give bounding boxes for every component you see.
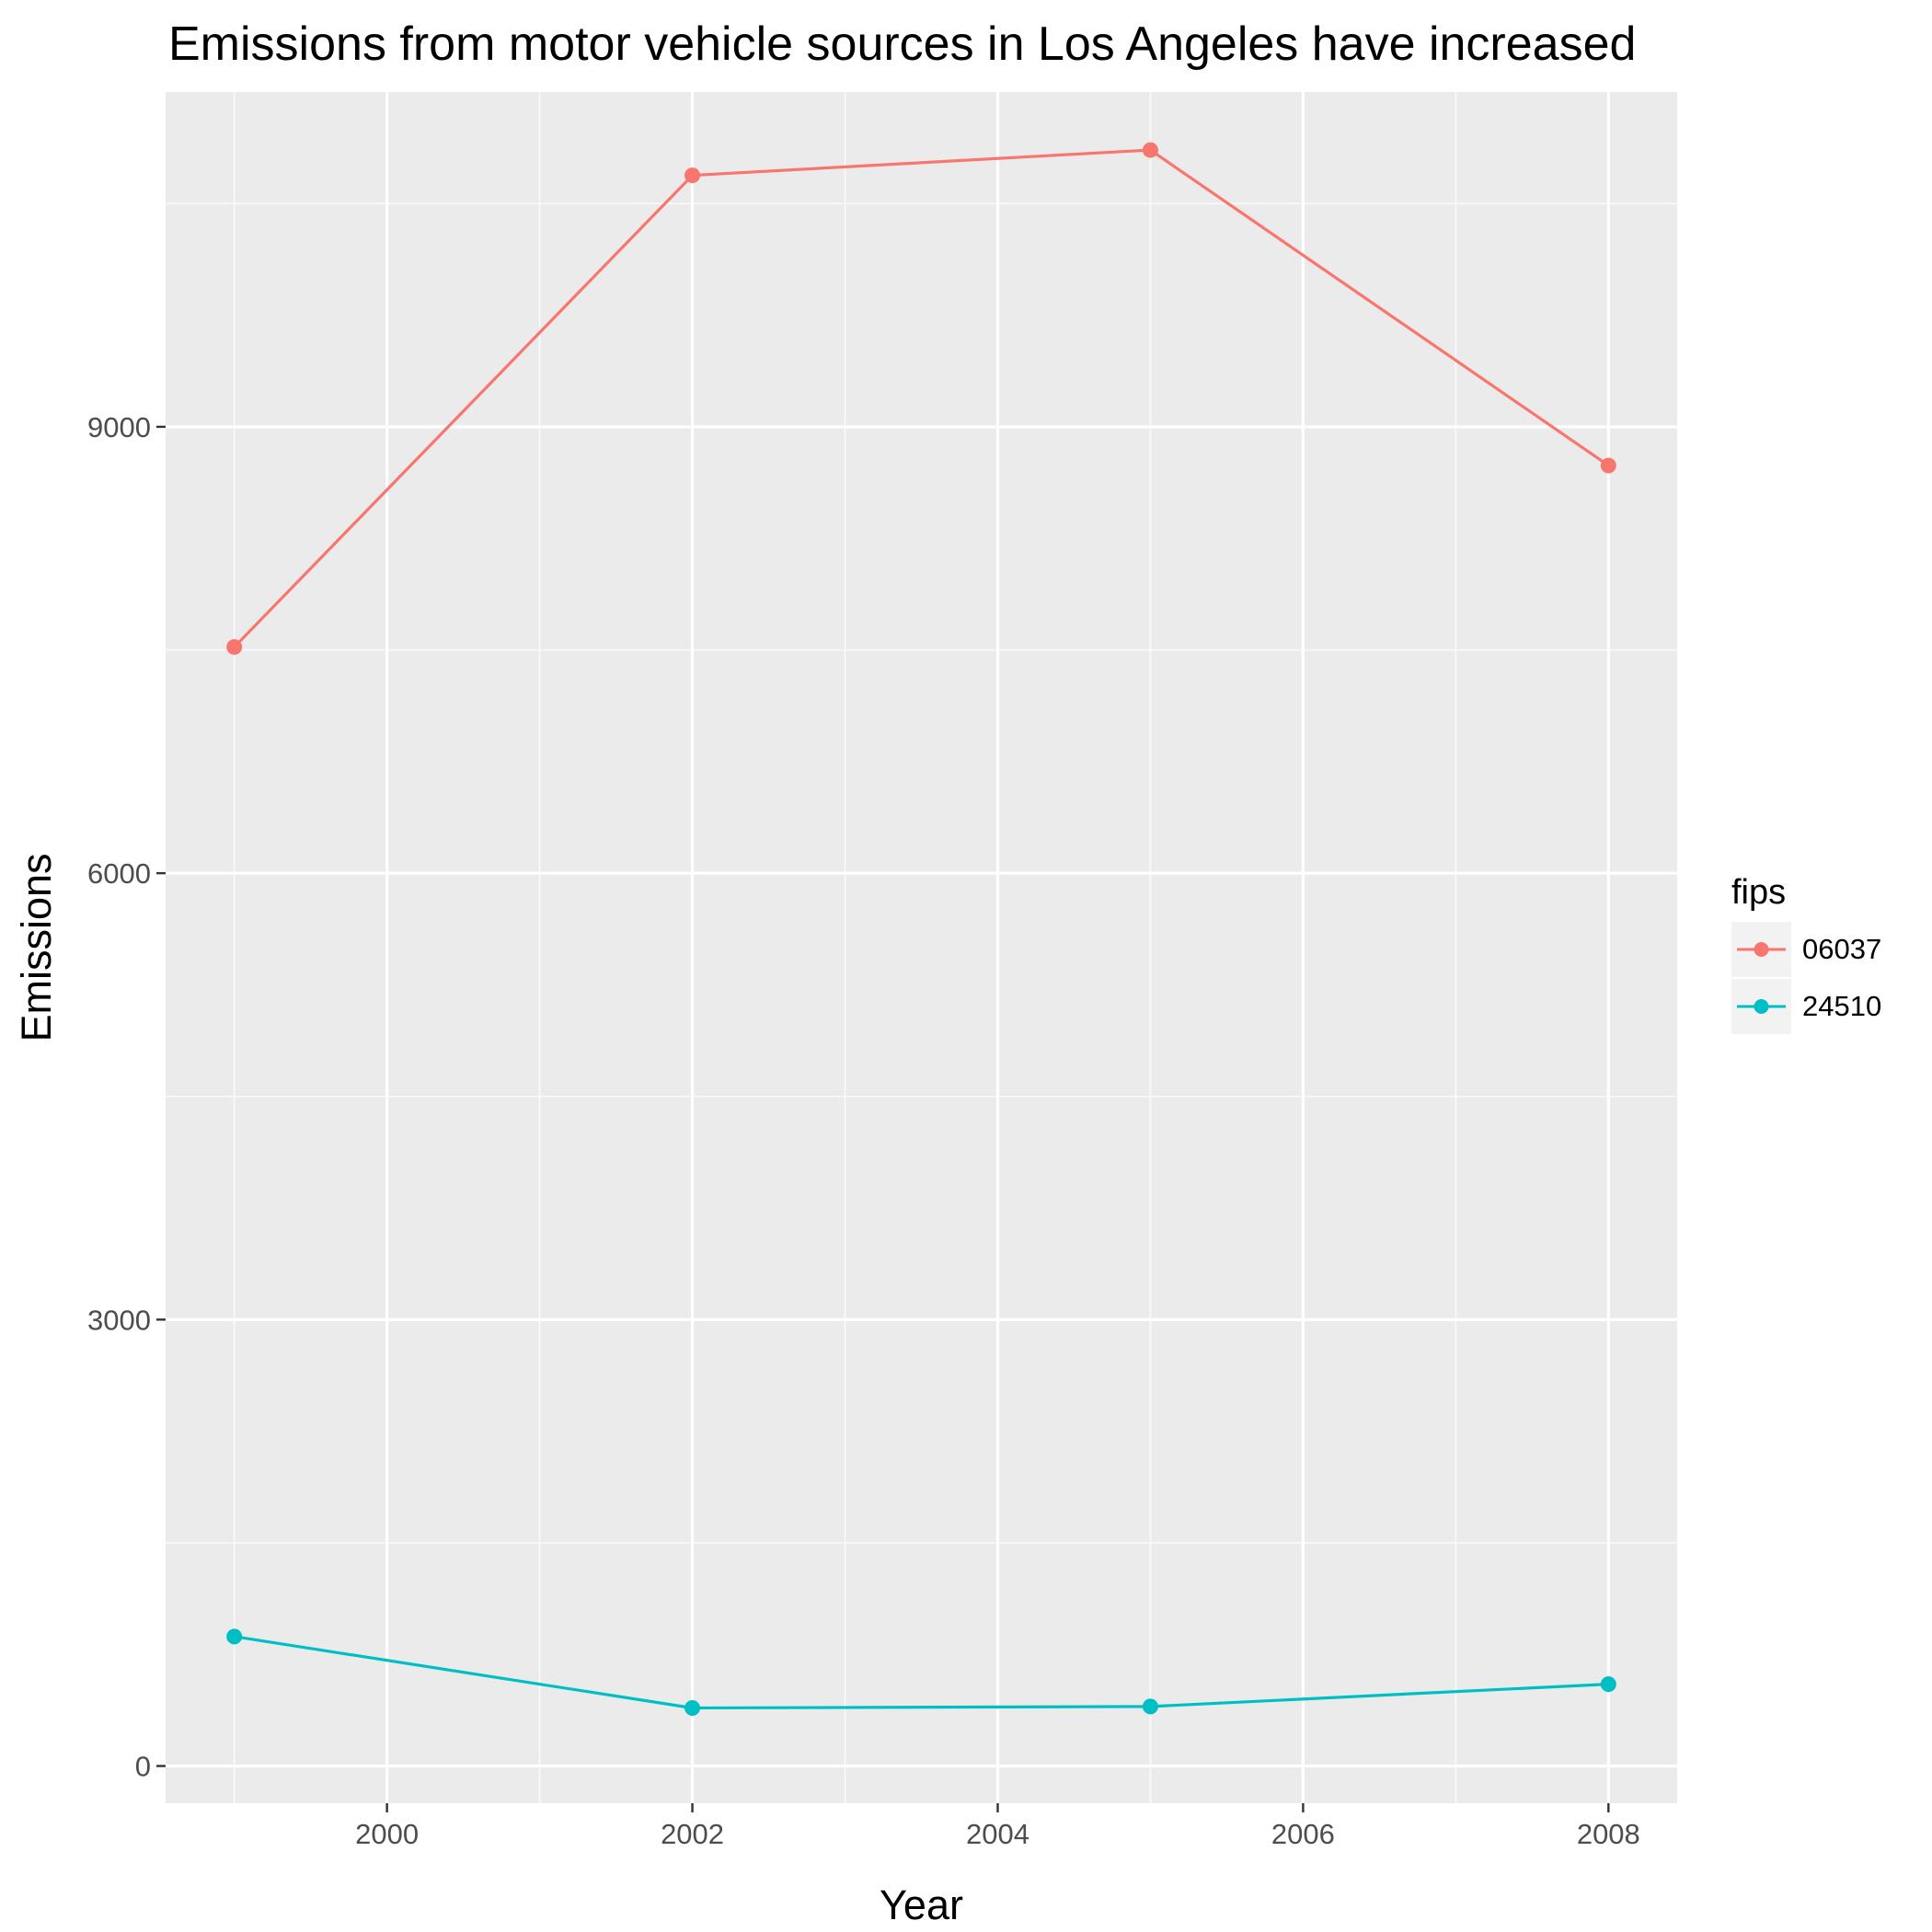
y-axis-title: Emissions (13, 853, 60, 1042)
legend-swatch-icon (1737, 942, 1786, 957)
plot-panel (166, 92, 1677, 1803)
legend-label: 06037 (1802, 933, 1882, 965)
y-tick-label: 6000 (87, 857, 151, 890)
x-tick-label: 2006 (1271, 1818, 1335, 1850)
data-point-24510 (684, 1699, 701, 1716)
legend: fips 06037 24510 (1731, 872, 1881, 1036)
series-line-06037 (233, 148, 1610, 649)
axis-ticks (156, 425, 1610, 1812)
legend-title: fips (1731, 873, 1787, 912)
data-point-24510 (226, 1628, 243, 1645)
x-axis-tick-labels: 2000 2002 2004 2006 2008 (355, 1818, 1640, 1850)
legend-item: 24510 (1731, 979, 1881, 1034)
legend-label: 24510 (1802, 990, 1882, 1022)
series-06037 (226, 142, 1616, 655)
data-point-06037 (1600, 457, 1616, 474)
data-point-24510 (1600, 1676, 1616, 1693)
chart-title: Emissions from motor vehicle sources in … (168, 17, 1637, 71)
y-tick-label: 0 (135, 1751, 151, 1783)
legend-key (1731, 979, 1791, 1034)
x-tick-label: 2002 (661, 1818, 724, 1850)
legend-key (1731, 922, 1791, 977)
data-point-06037 (684, 167, 701, 184)
y-axis-tick-labels: 0 3000 6000 9000 (87, 411, 151, 1783)
series-24510 (226, 1628, 1616, 1716)
x-tick-label: 2000 (355, 1818, 419, 1850)
x-tick-label: 2004 (966, 1818, 1029, 1850)
y-tick-label: 3000 (87, 1304, 151, 1336)
series-layer (226, 142, 1616, 1716)
x-tick-label: 2008 (1577, 1818, 1640, 1850)
data-point-06037 (1142, 142, 1158, 158)
legend-item: 06037 (1731, 922, 1881, 977)
legend-swatch-point (1754, 942, 1769, 957)
minor-gridlines (166, 92, 1677, 1803)
legend-swatch-icon (1737, 999, 1786, 1014)
legend-swatch-point (1754, 999, 1769, 1014)
major-gridlines (166, 92, 1677, 1803)
data-point-24510 (1142, 1698, 1158, 1715)
y-tick-label: 9000 (87, 411, 151, 443)
x-axis-title: Year (880, 1881, 963, 1928)
data-point-06037 (226, 638, 243, 655)
series-line-24510 (234, 1635, 1609, 1710)
